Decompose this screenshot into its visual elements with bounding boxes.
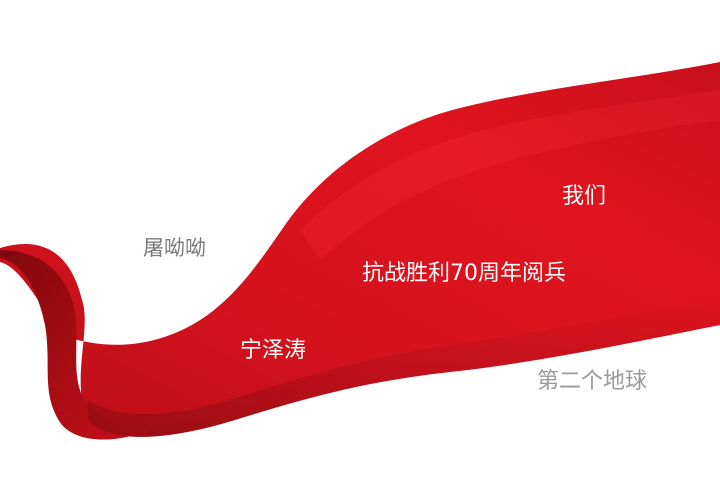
ribbon-fold	[0, 250, 150, 440]
word-women: 我们	[562, 184, 607, 209]
ribbon-highlight	[300, 90, 720, 260]
word-ning-zetao: 宁泽涛	[240, 338, 307, 363]
ribbon-shadow	[88, 295, 720, 437]
word-tu-youyou: 屠呦呦	[143, 236, 206, 260]
word-kangzhan-parade: 抗战胜利70周年阅兵	[362, 261, 566, 286]
word-second-earth: 第二个地球	[537, 369, 648, 394]
